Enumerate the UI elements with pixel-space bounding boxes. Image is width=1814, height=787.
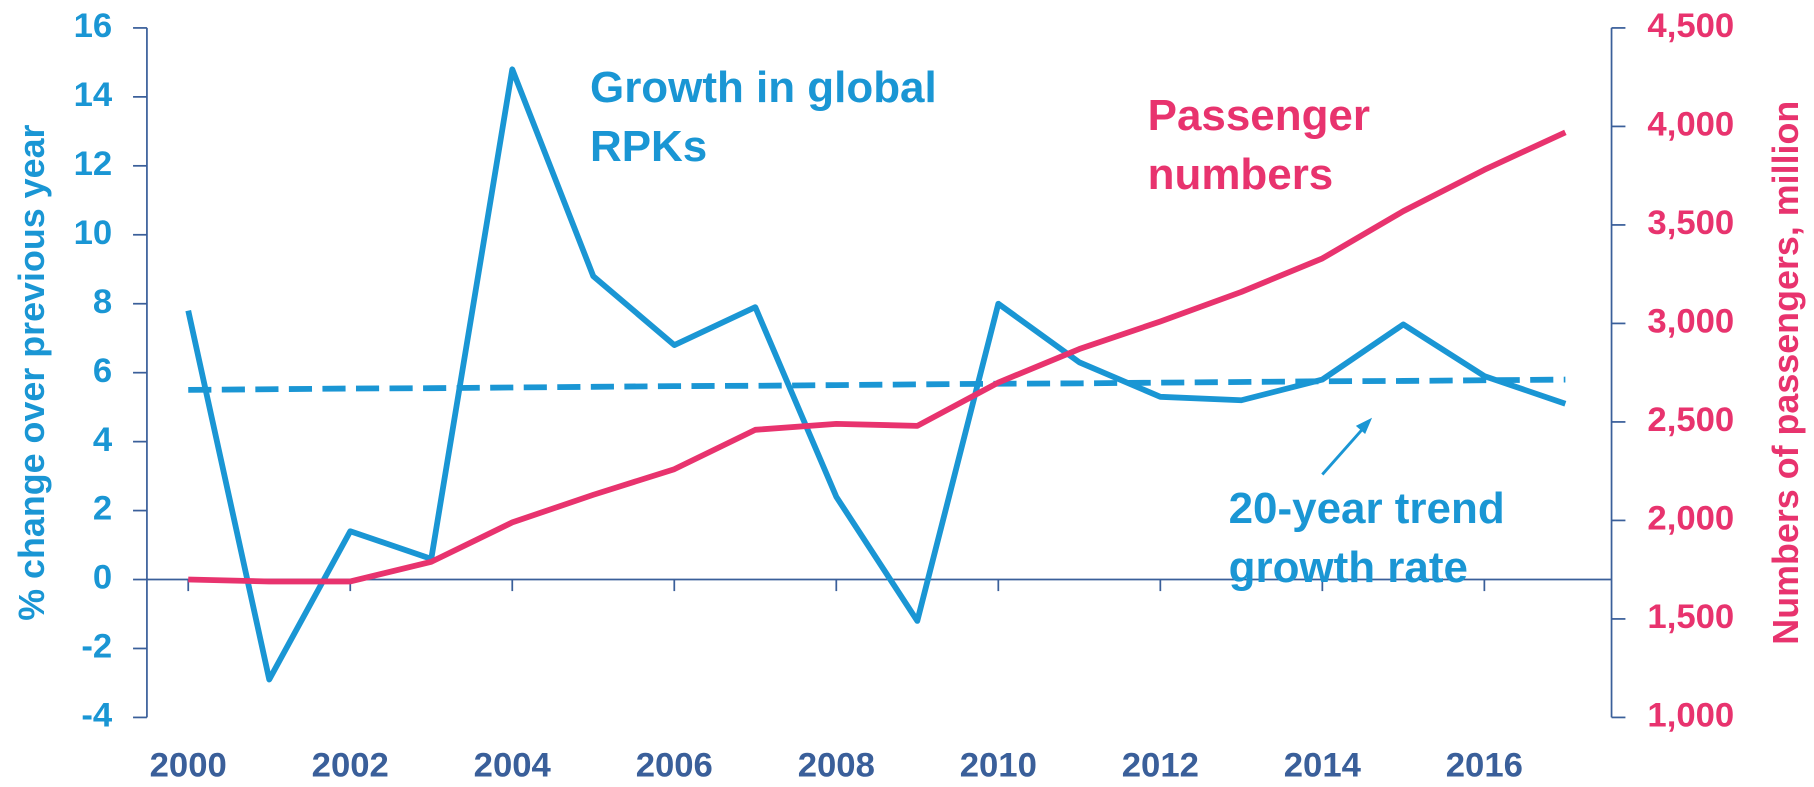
y-tick-label: 0: [93, 559, 112, 597]
series-line: [188, 129, 1567, 585]
y2-tick-label: 1,500: [1647, 598, 1734, 636]
x-tick-label: 2008: [798, 746, 875, 784]
series-label: RPKs: [590, 122, 707, 171]
y-tick-label: -2: [81, 628, 112, 666]
y2-tick-label: 2,500: [1647, 401, 1734, 439]
series-line: [185, 66, 1567, 683]
series-label: 20-year trend: [1229, 484, 1505, 533]
y-tick-label: 14: [74, 76, 113, 114]
x-tick-label: 2002: [312, 746, 389, 784]
y2-tick-label: 4,500: [1647, 7, 1734, 45]
y2-tick-label: 2,000: [1647, 500, 1734, 538]
annotation-arrow: [1321, 422, 1369, 476]
y-axis-title: % change over previous year: [12, 125, 52, 621]
y2-tick-label: 1,000: [1647, 697, 1734, 735]
y-tick-label: 12: [74, 145, 113, 183]
y2-tick-label: 3,000: [1647, 303, 1734, 341]
series-label: Growth in global: [590, 63, 937, 112]
y-tick-label: 6: [93, 352, 112, 390]
y-tick-label: -4: [81, 697, 113, 735]
series-label: growth rate: [1229, 543, 1468, 592]
x-tick-label: 2004: [474, 746, 552, 784]
x-tick-label: 2010: [960, 746, 1037, 784]
annotation-arrowhead: [1355, 417, 1373, 434]
y-tick-label: 2: [93, 490, 112, 528]
x-tick-label: 2014: [1284, 746, 1362, 784]
y-tick-label: 16: [74, 7, 113, 45]
series-line: [188, 376, 1566, 393]
y2-tick-label: 4,000: [1647, 106, 1734, 144]
x-tick-label: 2006: [636, 746, 713, 784]
y2-axis-title: Numbers of passengers, million: [1766, 101, 1806, 645]
y-tick-label: 10: [74, 214, 113, 252]
series-label: numbers: [1148, 150, 1334, 199]
x-tick-label: 2012: [1122, 746, 1199, 784]
series-label: Passenger: [1148, 91, 1370, 140]
y2-tick-label: 3,500: [1647, 204, 1734, 242]
x-tick-label: 2000: [150, 746, 227, 784]
x-tick-label: 2016: [1446, 746, 1523, 784]
y-tick-label: 8: [93, 283, 112, 321]
y-tick-label: 4: [93, 421, 113, 459]
